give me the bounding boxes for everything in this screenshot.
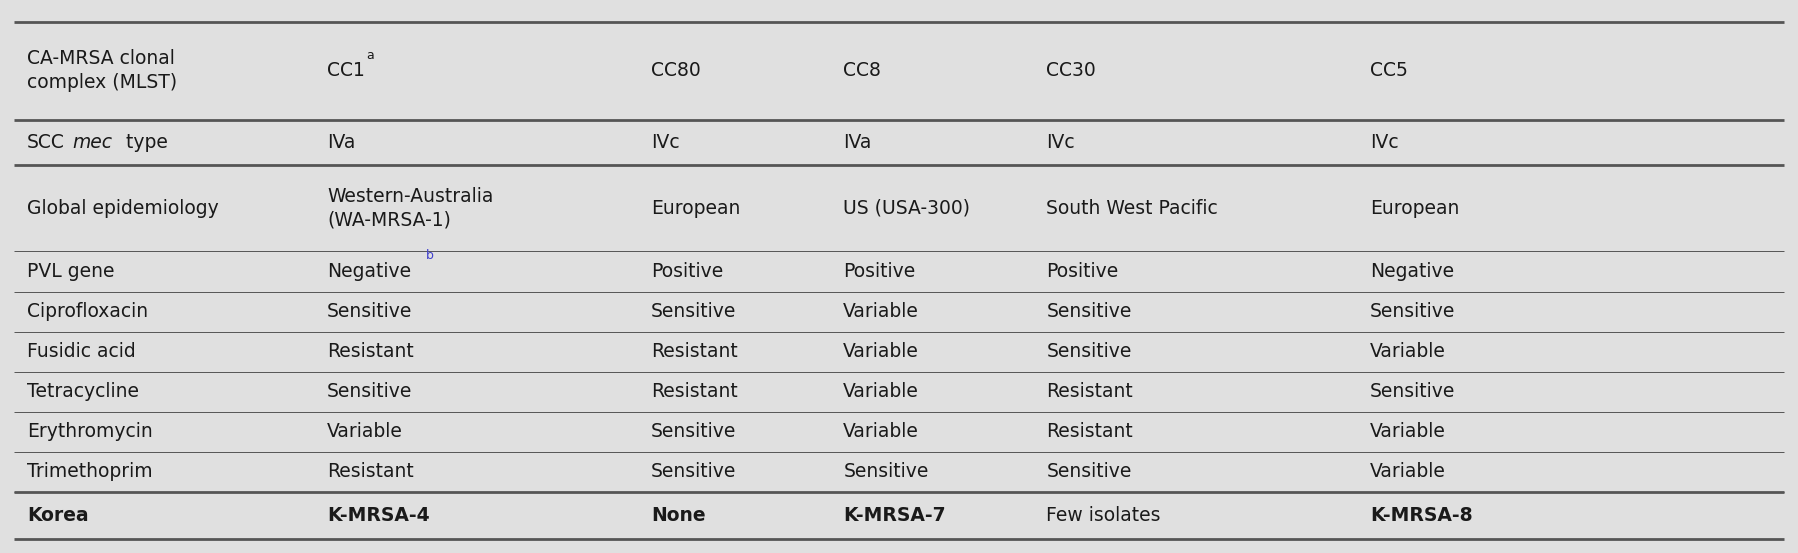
Text: Variable: Variable	[327, 422, 403, 441]
Text: Sensitive: Sensitive	[651, 302, 735, 321]
Text: Sensitive: Sensitive	[1046, 302, 1131, 321]
Text: Negative: Negative	[1370, 262, 1455, 281]
Text: PVL gene: PVL gene	[27, 262, 115, 281]
Text: European: European	[1370, 199, 1460, 218]
Text: IVa: IVa	[843, 133, 872, 152]
Text: K-MRSA-4: K-MRSA-4	[327, 506, 430, 525]
Text: IVc: IVc	[651, 133, 680, 152]
Text: CC80: CC80	[651, 61, 701, 80]
Text: Sensitive: Sensitive	[843, 462, 928, 481]
Text: Resistant: Resistant	[327, 462, 414, 481]
Text: a: a	[367, 49, 374, 62]
Text: Few isolates: Few isolates	[1046, 506, 1162, 525]
Text: Ciprofloxacin: Ciprofloxacin	[27, 302, 147, 321]
Text: Erythromycin: Erythromycin	[27, 422, 153, 441]
Text: Sensitive: Sensitive	[327, 302, 412, 321]
Text: Positive: Positive	[843, 262, 915, 281]
Text: Sensitive: Sensitive	[1046, 342, 1131, 361]
Text: Resistant: Resistant	[327, 342, 414, 361]
Text: Korea: Korea	[27, 506, 88, 525]
Text: None: None	[651, 506, 705, 525]
Text: Negative: Negative	[327, 262, 412, 281]
Text: Resistant: Resistant	[1046, 382, 1133, 401]
Text: Variable: Variable	[843, 342, 919, 361]
Text: b: b	[426, 249, 433, 263]
Text: K-MRSA-8: K-MRSA-8	[1370, 506, 1473, 525]
Text: Variable: Variable	[1370, 342, 1446, 361]
Text: CC30: CC30	[1046, 61, 1097, 80]
Text: Positive: Positive	[651, 262, 723, 281]
Text: Sensitive: Sensitive	[327, 382, 412, 401]
Text: Variable: Variable	[843, 302, 919, 321]
Text: SCC: SCC	[27, 133, 65, 152]
Text: South West Pacific: South West Pacific	[1046, 199, 1219, 218]
Text: Sensitive: Sensitive	[1370, 302, 1455, 321]
Text: CC5: CC5	[1370, 61, 1408, 80]
Text: Fusidic acid: Fusidic acid	[27, 342, 135, 361]
Text: European: European	[651, 199, 741, 218]
Text: Sensitive: Sensitive	[1046, 462, 1131, 481]
Text: Variable: Variable	[1370, 422, 1446, 441]
Text: mec: mec	[72, 133, 113, 152]
Text: type: type	[120, 133, 169, 152]
Text: Resistant: Resistant	[1046, 422, 1133, 441]
Text: Sensitive: Sensitive	[1370, 382, 1455, 401]
Text: CA-MRSA clonal
complex (MLST): CA-MRSA clonal complex (MLST)	[27, 49, 176, 92]
Text: CC1: CC1	[327, 61, 365, 80]
Text: IVc: IVc	[1370, 133, 1399, 152]
Text: Variable: Variable	[1370, 462, 1446, 481]
Text: CC8: CC8	[843, 61, 881, 80]
Text: Trimethoprim: Trimethoprim	[27, 462, 153, 481]
Text: IVc: IVc	[1046, 133, 1075, 152]
Text: IVa: IVa	[327, 133, 356, 152]
Text: Tetracycline: Tetracycline	[27, 382, 138, 401]
Text: US (USA-300): US (USA-300)	[843, 199, 971, 218]
Text: Global epidemiology: Global epidemiology	[27, 199, 219, 218]
Text: Positive: Positive	[1046, 262, 1118, 281]
Text: Sensitive: Sensitive	[651, 462, 735, 481]
Text: Resistant: Resistant	[651, 342, 737, 361]
Text: Western-Australia
(WA-MRSA-1): Western-Australia (WA-MRSA-1)	[327, 187, 494, 230]
Text: Resistant: Resistant	[651, 382, 737, 401]
Text: K-MRSA-7: K-MRSA-7	[843, 506, 946, 525]
Text: Variable: Variable	[843, 422, 919, 441]
Text: Variable: Variable	[843, 382, 919, 401]
Text: Sensitive: Sensitive	[651, 422, 735, 441]
